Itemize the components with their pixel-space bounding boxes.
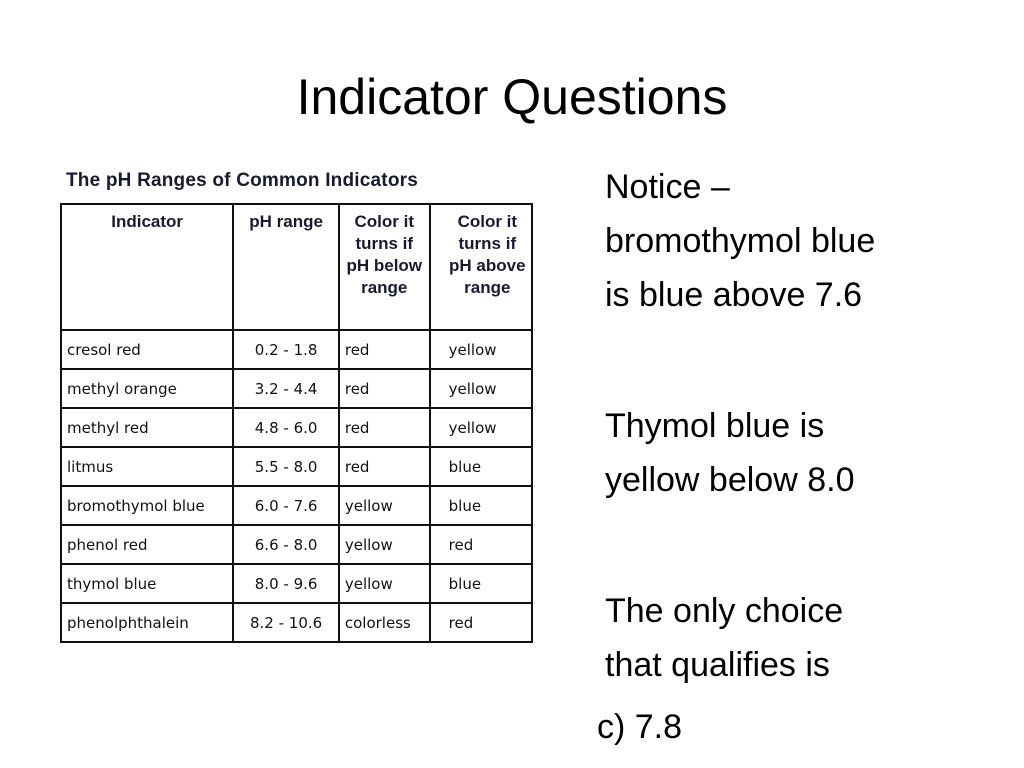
slide-title: Indicator Questions <box>296 69 728 125</box>
cell-color-above: red <box>428 524 534 565</box>
header-color-below: Color it turns if pH below range <box>337 203 431 331</box>
cell-color-below: yellow <box>337 563 431 604</box>
cell-ph-range: 8.2 - 10.6 <box>232 602 340 643</box>
note-line: Notice – <box>605 168 730 206</box>
note-choice: The only choice that qualifies is <box>605 584 1005 692</box>
cell-ph-range: 6.0 - 7.6 <box>232 485 340 526</box>
cell-color-below: yellow <box>337 524 431 565</box>
note-thymol: Thymol blue is yellow below 8.0 <box>605 399 1005 507</box>
cell-color-below: yellow <box>337 485 431 526</box>
cell-color-above: blue <box>428 563 534 604</box>
cell-ph-range: 0.2 - 1.8 <box>232 329 340 370</box>
header-color-above: Color it turns if pH above range <box>428 203 534 331</box>
note-line: bromothymol blue <box>605 222 876 260</box>
cell-indicator: methyl orange <box>59 368 235 409</box>
cell-indicator: bromothymol blue <box>59 485 235 526</box>
cell-color-below: red <box>337 329 431 370</box>
cell-color-above: blue <box>428 446 534 487</box>
table-header-row: Indicator pH range Color it turns if pH … <box>59 203 534 331</box>
cell-indicator: thymol blue <box>59 563 235 604</box>
table-row: phenol red 6.6 - 8.0 yellow red <box>59 524 534 565</box>
note-line: yellow below 8.0 <box>605 461 855 499</box>
table-row: phenolphthalein 8.2 - 10.6 colorless red <box>59 602 534 643</box>
table-row: litmus 5.5 - 8.0 red blue <box>59 446 534 487</box>
note-bromothymol: Notice – bromothymol blue is blue above … <box>605 160 1005 322</box>
header-indicator: Indicator <box>59 203 235 331</box>
table-row: cresol red 0.2 - 1.8 red yellow <box>59 329 534 370</box>
cell-ph-range: 6.6 - 8.0 <box>232 524 340 565</box>
table-row: methyl orange 3.2 - 4.4 red yellow <box>59 368 534 409</box>
table-row: bromothymol blue 6.0 - 7.6 yellow blue <box>59 485 534 526</box>
cell-color-above: red <box>428 602 534 643</box>
cell-color-above: blue <box>428 485 534 526</box>
cell-ph-range: 5.5 - 8.0 <box>232 446 340 487</box>
table-row: thymol blue 8.0 - 9.6 yellow blue <box>59 563 534 604</box>
note-line: Thymol blue is <box>605 407 825 445</box>
cell-color-above: yellow <box>428 368 534 409</box>
table-row: methyl red 4.8 - 6.0 red yellow <box>59 407 534 448</box>
table-caption: The pH Ranges of Common Indicators <box>66 170 418 191</box>
note-line: The only choice <box>605 592 844 630</box>
cell-color-below: red <box>337 368 431 409</box>
cell-color-above: yellow <box>428 329 534 370</box>
cell-ph-range: 8.0 - 9.6 <box>232 563 340 604</box>
cell-indicator: phenolphthalein <box>59 602 235 643</box>
cell-color-below: colorless <box>337 602 431 643</box>
cell-indicator: litmus <box>59 446 235 487</box>
cell-color-below: red <box>337 407 431 448</box>
cell-indicator: methyl red <box>59 407 235 448</box>
note-line: is blue above 7.6 <box>605 276 863 314</box>
cell-indicator: phenol red <box>59 524 235 565</box>
answer-text: c) 7.8 <box>597 708 683 746</box>
cell-color-below: red <box>337 446 431 487</box>
note-line: that qualifies is <box>605 646 830 684</box>
notes-text: Notice – bromothymol blue is blue above … <box>605 160 1005 692</box>
cell-ph-range: 4.8 - 6.0 <box>232 407 340 448</box>
cell-indicator: cresol red <box>59 329 235 370</box>
cell-color-above: yellow <box>428 407 534 448</box>
header-ph-range: pH range <box>232 203 340 331</box>
ph-indicator-table: Indicator pH range Color it turns if pH … <box>59 203 534 643</box>
cell-ph-range: 3.2 - 4.4 <box>232 368 340 409</box>
